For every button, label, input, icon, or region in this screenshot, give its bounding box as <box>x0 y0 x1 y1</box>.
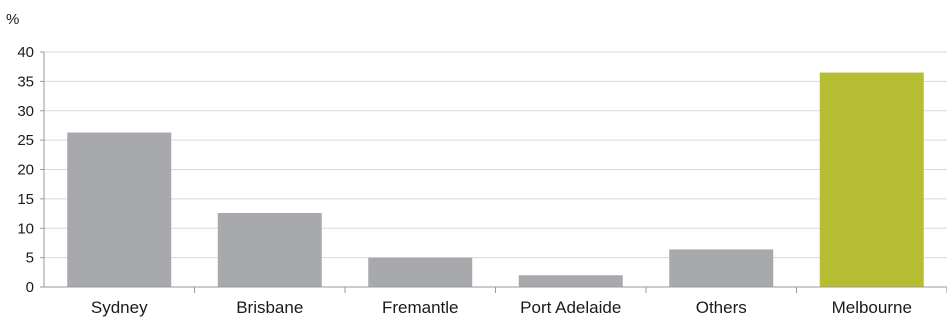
bar-brisbane <box>217 212 322 287</box>
x-category-label: Port Adelaide <box>520 298 621 317</box>
bar-port-adelaide <box>518 275 623 287</box>
bar-sydney <box>67 132 172 287</box>
bars <box>67 72 924 287</box>
bar-melbourne <box>819 72 924 287</box>
y-tick-label: 40 <box>17 44 34 61</box>
grid-lines <box>44 51 947 259</box>
y-axis-unit-label: % <box>6 11 19 28</box>
x-category-label: Fremantle <box>382 298 459 317</box>
bar-fremantle <box>368 257 473 287</box>
bar-others <box>669 249 774 287</box>
y-tick-label: 30 <box>17 103 34 120</box>
y-tick-label: 5 <box>26 250 34 267</box>
y-tick-label: 0 <box>26 279 34 296</box>
x-category-label: Melbourne <box>832 298 912 317</box>
y-tick-label: 20 <box>17 162 34 179</box>
x-category-label: Others <box>696 298 747 317</box>
axes <box>40 51 947 293</box>
y-tick-label: 10 <box>17 220 34 237</box>
y-tick-label: 35 <box>17 73 34 90</box>
x-axis-category-labels: Sydney Brisbane Fremantle Port Adelaide Othe… <box>91 298 912 317</box>
x-category-label: Brisbane <box>236 298 303 317</box>
y-axis-tick-labels: 0 5 10 15 20 25 30 35 40 <box>17 44 34 296</box>
x-category-label: Sydney <box>91 298 148 317</box>
y-tick-label: 25 <box>17 132 34 149</box>
y-tick-label: 15 <box>17 191 34 208</box>
